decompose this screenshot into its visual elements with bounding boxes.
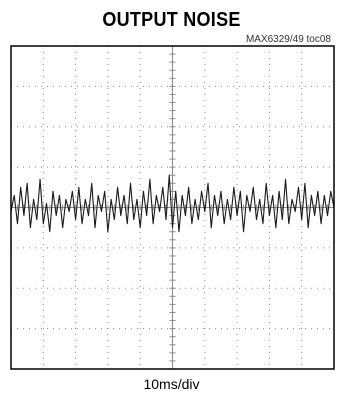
chart-title: OUTPUT NOISE	[102, 9, 241, 31]
figure-reference-code: MAX6329/49 toc08	[245, 34, 331, 45]
oscilloscope-plot-svg	[10, 45, 335, 370]
oscilloscope-plot	[10, 45, 335, 370]
x-axis-scale-label: 10ms/div	[143, 376, 200, 392]
noise-trace-line	[10, 174, 335, 233]
plot-border	[10, 45, 335, 370]
